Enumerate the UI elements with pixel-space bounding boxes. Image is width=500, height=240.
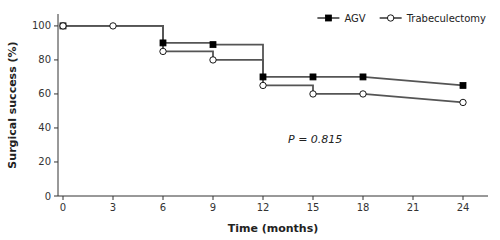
annotation: P = 0.815 [288,133,342,146]
chart: 0 3 6 9 12 15 18 21 24 0 20 40 60 80 100 Time (months) S… [0,0,500,240]
marker [160,48,166,54]
x-tick [263,196,264,200]
marker [360,91,366,97]
x-tick-label: 9 [210,202,216,213]
y-tick [54,127,58,128]
marker [160,40,166,46]
legend-marker [325,15,331,21]
y-axis-line [58,14,59,196]
marker [110,23,116,29]
x-tick-label: 3 [110,202,116,213]
x-tick [113,196,114,200]
y-tick [54,59,58,60]
marker [460,82,466,88]
y-tick-label: 40 [38,122,51,133]
x-axis-line [58,196,488,197]
marker [210,57,216,63]
marker [310,91,316,97]
marker [460,99,466,105]
marker [360,74,366,80]
x-axis-label: Time (months) [228,222,319,235]
x-tick-label: 24 [457,202,470,213]
marker [310,74,316,80]
y-tick-label: 60 [38,88,51,99]
legend-label: AGV [344,13,365,24]
x-tick [313,196,314,200]
legend-label: Trabeculectomy [406,13,486,24]
y-tick [54,161,58,162]
y-tick-label: 0 [45,191,51,202]
legend-marker [387,15,393,21]
step-line [63,26,463,103]
x-tick [163,196,164,200]
x-tick-label: 15 [307,202,320,213]
marker [60,23,66,29]
x-tick-label: 0 [60,202,66,213]
y-tick [54,93,58,94]
x-tick-label: 21 [407,202,420,213]
x-tick [363,196,364,200]
plot-area [60,23,466,106]
y-tick-label: 80 [38,54,51,65]
y-tick [54,196,58,197]
marker [210,42,216,48]
x-tick [213,196,214,200]
x-tick-label: 18 [357,202,370,213]
x-tick-label: 12 [257,202,270,213]
legend: AGV Trabeculectomy [317,13,486,24]
y-tick-label: 20 [38,156,51,167]
y-tick-label: 100 [32,20,51,31]
marker [60,23,66,29]
x-tick-label: 6 [160,202,166,213]
step-line [63,26,463,86]
x-tick [463,196,464,200]
marker [260,82,266,88]
marker [260,74,266,80]
y-tick [54,25,58,26]
x-tick [63,196,64,200]
x-tick [413,196,414,200]
y-axis-label: Surgical success (%) [6,41,19,168]
